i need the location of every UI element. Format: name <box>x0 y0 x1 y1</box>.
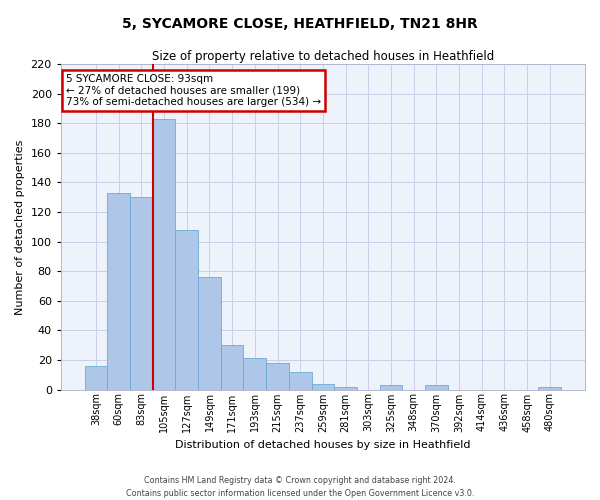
Bar <box>244 358 266 390</box>
Y-axis label: Number of detached properties: Number of detached properties <box>15 139 25 314</box>
Text: 5, SYCAMORE CLOSE, HEATHFIELD, TN21 8HR: 5, SYCAMORE CLOSE, HEATHFIELD, TN21 8HR <box>122 18 478 32</box>
Bar <box>311 384 334 390</box>
X-axis label: Distribution of detached houses by size in Heathfield: Distribution of detached houses by size … <box>175 440 470 450</box>
Text: Contains HM Land Registry data © Crown copyright and database right 2024.
Contai: Contains HM Land Registry data © Crown c… <box>126 476 474 498</box>
Bar <box>130 198 153 390</box>
Bar <box>221 345 244 390</box>
Text: 5 SYCAMORE CLOSE: 93sqm
← 27% of detached houses are smaller (199)
73% of semi-d: 5 SYCAMORE CLOSE: 93sqm ← 27% of detache… <box>66 74 321 107</box>
Bar <box>380 385 403 390</box>
Title: Size of property relative to detached houses in Heathfield: Size of property relative to detached ho… <box>152 50 494 63</box>
Bar <box>175 230 198 390</box>
Bar <box>85 366 107 390</box>
Bar <box>266 363 289 390</box>
Bar <box>538 386 561 390</box>
Bar <box>198 277 221 390</box>
Bar <box>425 385 448 390</box>
Bar <box>153 119 175 390</box>
Bar <box>334 386 357 390</box>
Bar <box>107 193 130 390</box>
Bar <box>289 372 311 390</box>
